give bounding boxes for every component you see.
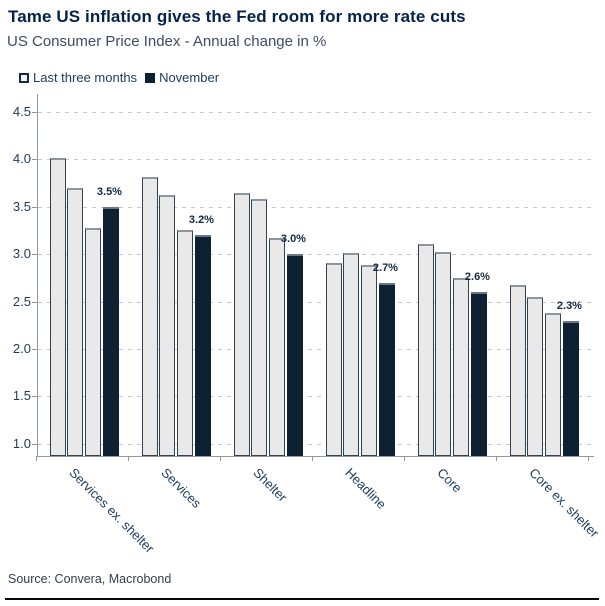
y-tick-mark bbox=[32, 112, 37, 113]
bar-6-month-1 bbox=[509, 285, 526, 456]
value-label: 2.6% bbox=[464, 271, 490, 284]
y-tick-mark bbox=[32, 301, 37, 303]
bar-5-month-3 bbox=[452, 277, 470, 456]
x-axis-label: Core ex. shelter bbox=[526, 465, 602, 541]
x-axis-label: Services bbox=[158, 465, 205, 511]
value-label: 2.7% bbox=[372, 261, 398, 274]
chart-title: Tame US inflation gives the Fed room for… bbox=[8, 7, 466, 26]
bar-6-november bbox=[562, 320, 579, 456]
x-axis-label: Shelter bbox=[250, 465, 291, 505]
y-tick-mark bbox=[32, 206, 37, 208]
bar-4-month-2 bbox=[343, 253, 360, 456]
x-axis-label: Core bbox=[434, 465, 465, 496]
value-label: 3.0% bbox=[280, 233, 306, 246]
x-tick-mark bbox=[312, 456, 313, 461]
gridline bbox=[38, 301, 594, 303]
gridline bbox=[38, 349, 594, 350]
gridline bbox=[38, 159, 594, 161]
x-axis-label: Services ex. shelter bbox=[66, 465, 158, 556]
x-tick-mark bbox=[128, 456, 129, 461]
bar-2-november bbox=[194, 235, 211, 456]
bar-1-month-3 bbox=[84, 227, 102, 456]
y-tick-mark bbox=[32, 349, 37, 350]
legend-label-november: November bbox=[159, 70, 220, 85]
x-tick-mark bbox=[588, 456, 589, 461]
bar-4-month-3 bbox=[360, 264, 378, 456]
x-axis-label: Headline bbox=[342, 465, 390, 512]
legend-outline-square-icon bbox=[19, 72, 29, 83]
bar-6-month-3 bbox=[544, 312, 562, 456]
bar-5-month-1 bbox=[417, 243, 434, 456]
value-label: 2.3% bbox=[556, 299, 582, 312]
bar-4-month-1 bbox=[325, 262, 342, 456]
gridline bbox=[38, 112, 594, 113]
y-tick-mark bbox=[32, 396, 37, 398]
y-tick-label: 3.0 bbox=[12, 246, 31, 262]
bar-5-month-2 bbox=[435, 252, 452, 456]
bar-2-month-1 bbox=[141, 177, 158, 456]
legend-filled-square-icon bbox=[145, 72, 156, 83]
y-tick-mark bbox=[32, 443, 37, 445]
y-tick-label: 1.0 bbox=[12, 435, 31, 451]
source-note: Source: Convera, Macrobond bbox=[8, 572, 172, 586]
bar-2-month-3 bbox=[176, 229, 194, 456]
y-tick-mark bbox=[32, 159, 37, 161]
x-tick-mark bbox=[220, 456, 221, 461]
y-tick-label: 2.0 bbox=[12, 341, 31, 356]
x-tick-mark bbox=[36, 456, 37, 461]
value-label: 3.5% bbox=[96, 185, 122, 198]
bar-1-november bbox=[102, 206, 119, 456]
gridline bbox=[38, 443, 594, 445]
bar-1-month-1 bbox=[49, 158, 66, 456]
chart-subtitle: US Consumer Price Index - Annual change … bbox=[7, 33, 327, 50]
gridline bbox=[38, 396, 594, 398]
bar-3-november bbox=[286, 254, 303, 456]
y-tick-mark bbox=[32, 254, 37, 256]
gridline bbox=[38, 254, 594, 256]
x-tick-mark bbox=[404, 456, 405, 461]
bar-chart-plot: 1.0 1.5 2.0 2.5 3.0 3.5 4.0 4.5 3.5% Services ex.… bbox=[0, 94, 605, 556]
value-label: 3.2% bbox=[188, 214, 214, 227]
y-tick-label: 3.5 bbox=[12, 198, 31, 214]
bar-2-month-2 bbox=[159, 195, 176, 456]
bar-4-november bbox=[378, 282, 395, 456]
gridline bbox=[38, 206, 594, 208]
y-axis-line bbox=[37, 94, 38, 456]
bottom-rule bbox=[5, 598, 599, 600]
bar-5-november bbox=[470, 292, 487, 456]
y-tick-label: 2.5 bbox=[12, 293, 31, 309]
y-tick-label: 4.0 bbox=[12, 151, 31, 167]
legend-label-last-three-months: Last three months bbox=[33, 70, 138, 85]
bar-3-month-2 bbox=[251, 199, 268, 456]
x-axis-line bbox=[36, 456, 594, 457]
legend: Last three months November bbox=[19, 70, 227, 85]
bar-3-month-3 bbox=[268, 238, 286, 456]
legend-item-november: November bbox=[145, 70, 219, 85]
y-tick-label: 4.5 bbox=[12, 104, 31, 119]
x-tick-mark bbox=[496, 456, 497, 461]
bar-6-month-2 bbox=[527, 296, 544, 456]
y-tick-label: 1.5 bbox=[12, 388, 31, 404]
legend-item-last-three-months: Last three months bbox=[19, 70, 137, 85]
bar-3-month-1 bbox=[233, 192, 250, 456]
bar-1-month-2 bbox=[67, 187, 84, 456]
